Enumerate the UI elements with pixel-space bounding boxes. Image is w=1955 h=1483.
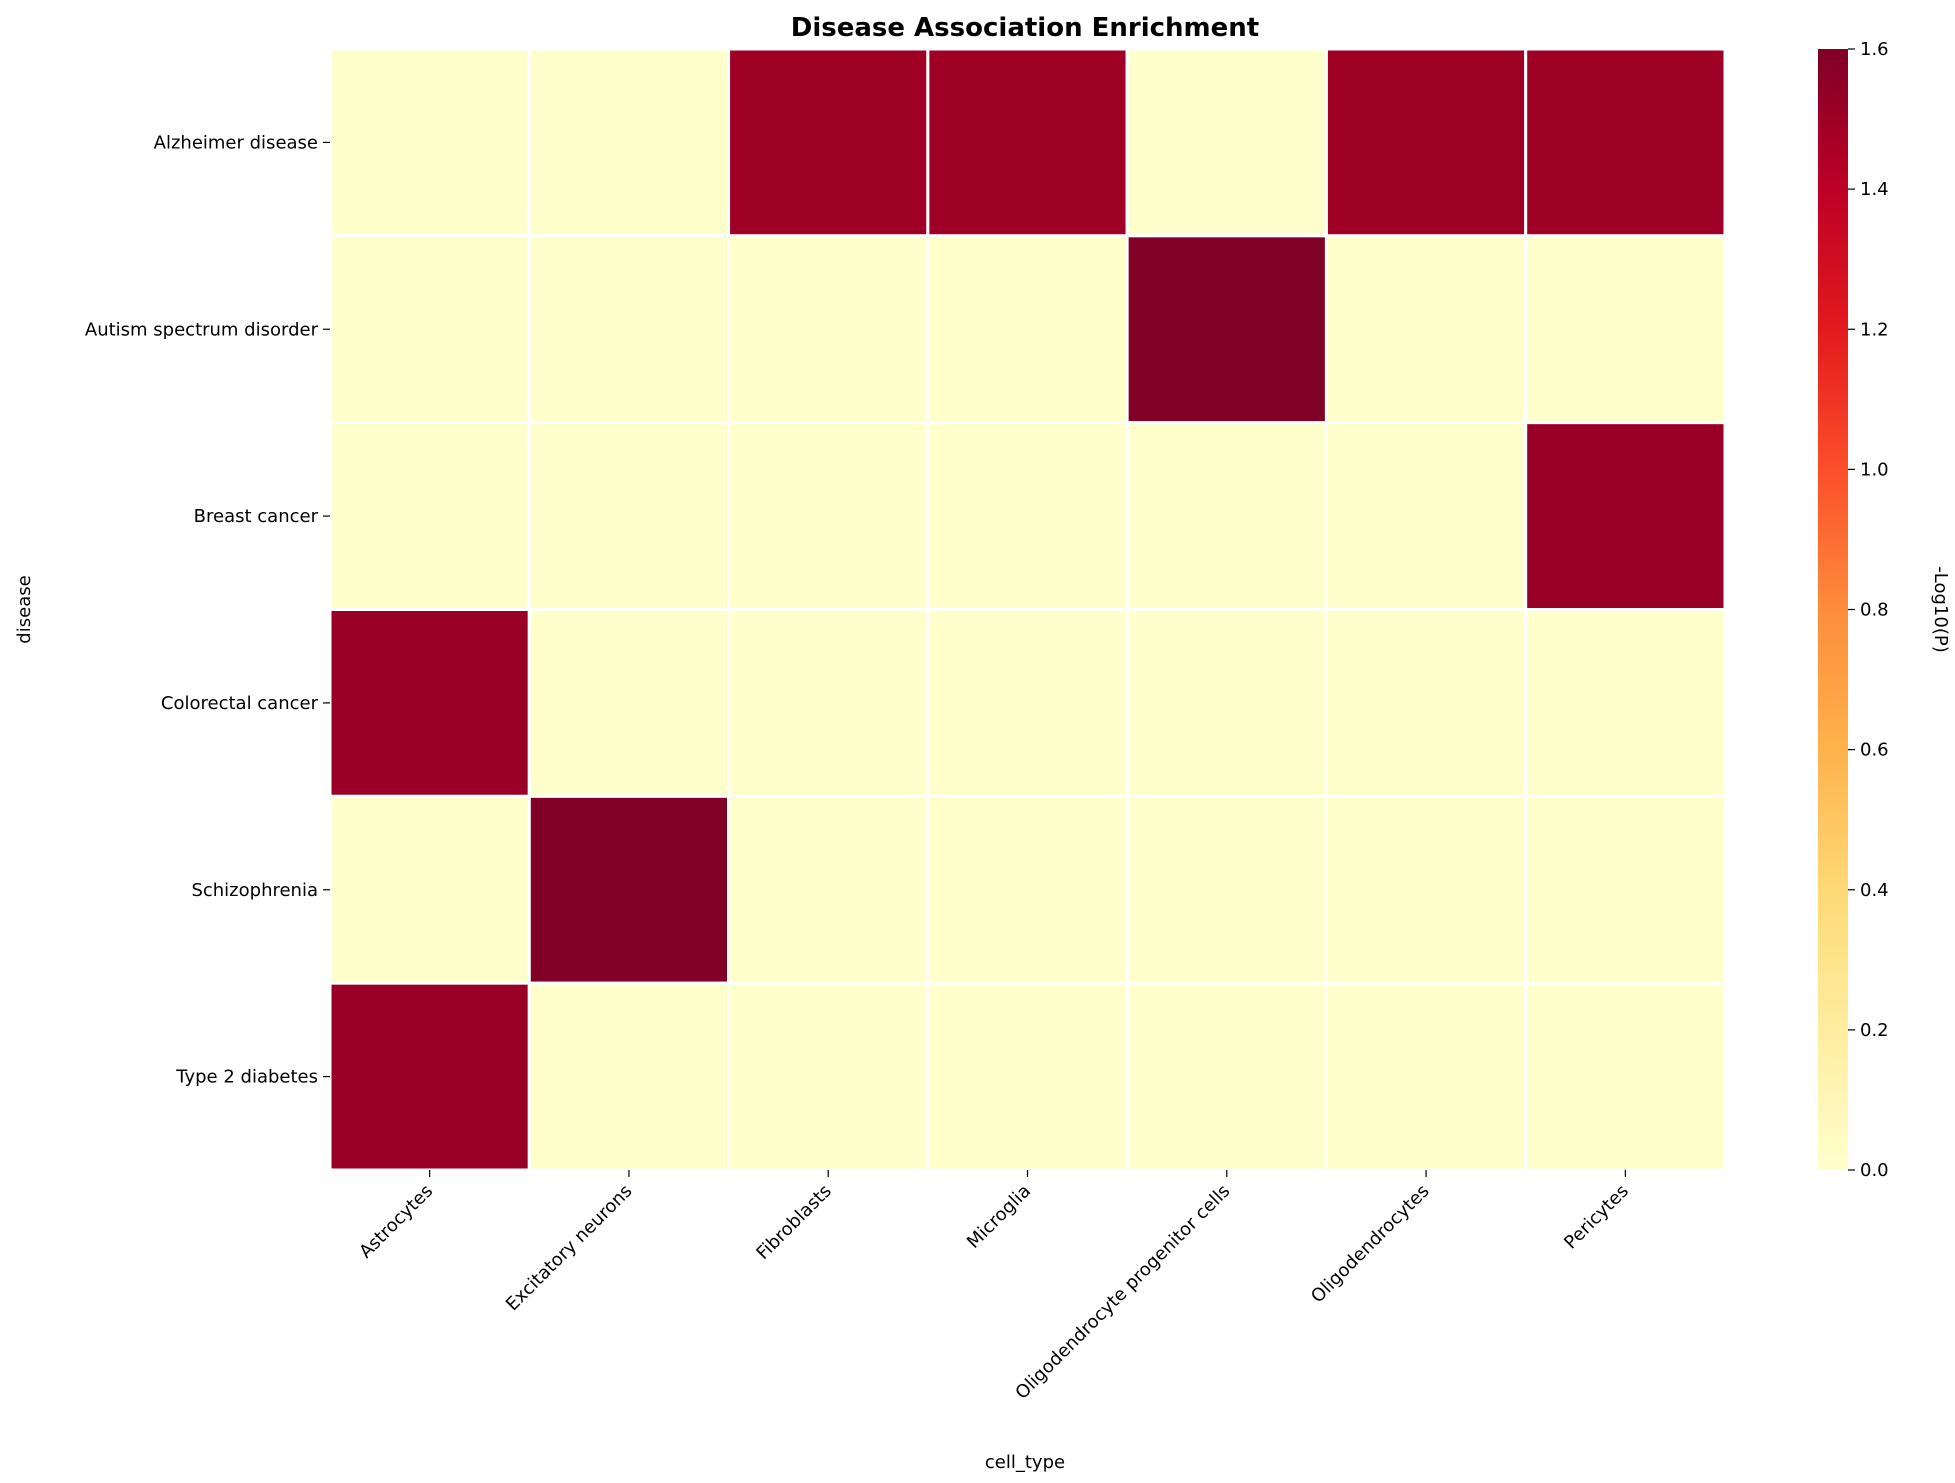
x-tick-label: Pericytes: [1560, 1181, 1633, 1254]
colorbar-tick-label: 0.8: [1860, 600, 1889, 621]
x-tick-label: Astrocytes: [355, 1181, 437, 1263]
heatmap-cell: [1524, 981, 1727, 1172]
heatmap-cell: [727, 234, 930, 425]
heatmap-cell: [1524, 608, 1727, 798]
heatmap-cell: [328, 47, 531, 238]
colorbar-tick-label: 1.4: [1860, 179, 1889, 200]
heatmap-cell: [1125, 794, 1328, 985]
heatmap-cell: [727, 421, 930, 611]
y-tick-label: Type 2 diabetes: [175, 1067, 318, 1088]
y-tick-label: Schizophrenia: [191, 880, 318, 901]
heatmap-cell: [527, 421, 731, 611]
heatmap-cell: [328, 794, 531, 985]
x-tick-label: Excitatory neurons: [502, 1181, 637, 1316]
heatmap-cell: [1125, 47, 1328, 238]
heatmap-cell: [926, 421, 1129, 611]
colorbar-tick-label: 0.2: [1860, 1020, 1889, 1041]
heatmap-cell: [1125, 981, 1328, 1172]
y-tick-label: Autism spectrum disorder: [85, 319, 319, 340]
heatmap-cell: [527, 234, 731, 425]
heatmap-cell: [527, 608, 731, 798]
y-tick-label: Colorectal cancer: [161, 693, 319, 714]
heatmap-cell: [1524, 794, 1727, 985]
x-axis-label: cell_type: [985, 1452, 1065, 1473]
heatmap-cell: [1324, 981, 1528, 1172]
heatmap-cell: [1324, 794, 1528, 985]
heatmap-cell: [1125, 421, 1328, 611]
heatmap-cell: [727, 47, 930, 238]
x-tick-label: Microglia: [963, 1181, 1035, 1253]
heatmap-cell: [527, 794, 731, 985]
colorbar-tick-label: 1.0: [1860, 459, 1889, 480]
heatmap-cell: [328, 234, 531, 425]
colorbar-tick-label: 0.4: [1860, 880, 1889, 901]
heatmap-cell: [1324, 47, 1528, 238]
heatmap-cell: [527, 981, 731, 1172]
heatmap-cell: [926, 234, 1129, 425]
heatmap-cell: [328, 608, 531, 798]
colorbar-tick-label: 0.0: [1860, 1160, 1889, 1181]
heatmap-cell: [727, 794, 930, 985]
colorbar-tick-label: 1.6: [1860, 39, 1889, 60]
colorbar-tick-label: 0.6: [1860, 740, 1889, 761]
chart-title: Disease Association Enrichment: [791, 13, 1259, 43]
heatmap-cell: [727, 981, 930, 1172]
heatmap-cell: [328, 421, 531, 611]
colorbar: 0.0 0.2 0.4 0.6 0.8 1.0 1.2 1.4 1.6 -Log10(P): [1818, 39, 1951, 1181]
heatmap-cell: [926, 794, 1129, 985]
heatmap-cells: [328, 47, 1727, 1172]
colorbar-gradient: [1818, 49, 1848, 1170]
heatmap-cell: [1324, 234, 1528, 425]
heatmap-cell: [1324, 608, 1528, 798]
heatmap-cell: [727, 608, 930, 798]
heatmap-cell: [1324, 421, 1528, 611]
heatmap-cell: [926, 47, 1129, 238]
x-tick-label: Oligodendrocytes: [1307, 1181, 1434, 1308]
y-axis-ticks: Alzheimer disease Autism spectrum disorde…: [85, 132, 330, 1088]
x-axis-ticks: Astrocytes Excitatory neurons Fibroblasts M…: [355, 1170, 1633, 1404]
colorbar-label: -Log10(P): [1930, 566, 1951, 652]
heatmap-cell: [1524, 421, 1727, 611]
x-tick-label: Oligodendrocyte progenitor cells: [1011, 1181, 1234, 1404]
heatmap-cell: [1125, 234, 1328, 425]
heatmap-cell: [527, 47, 731, 238]
heatmap-cell: [328, 981, 531, 1172]
heatmap-cell: [1524, 234, 1727, 425]
y-axis-label: disease: [14, 575, 35, 643]
x-tick-label: Fibroblasts: [752, 1181, 835, 1264]
heatmap-cell: [926, 608, 1129, 798]
heatmap-cell: [1524, 47, 1727, 238]
y-tick-label: Alzheimer disease: [154, 132, 318, 153]
y-tick-label: Breast cancer: [194, 506, 319, 527]
colorbar-tick-label: 1.2: [1860, 319, 1889, 340]
heatmap-cell: [926, 981, 1129, 1172]
heatmap-cell: [1125, 608, 1328, 798]
